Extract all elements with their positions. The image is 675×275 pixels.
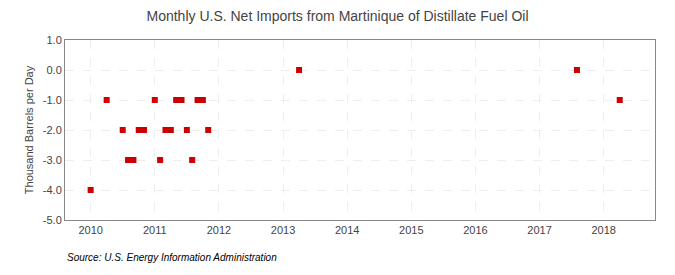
svg-text:2010: 2010	[78, 224, 102, 236]
svg-text:2014: 2014	[335, 224, 359, 236]
svg-text:2016: 2016	[463, 224, 487, 236]
svg-text:Source: U.S. Energy Informatio: Source: U.S. Energy Information Administ…	[67, 252, 277, 263]
svg-text:1.0: 1.0	[47, 34, 62, 46]
svg-text:-2.0: -2.0	[43, 124, 62, 136]
svg-text:2018: 2018	[591, 224, 615, 236]
svg-text:-3.0: -3.0	[43, 154, 62, 166]
svg-text:0.0: 0.0	[47, 64, 62, 76]
svg-text:Monthly U.S. Net Imports from: Monthly U.S. Net Imports from Martinique…	[146, 8, 528, 24]
svg-text:-5.0: -5.0	[43, 214, 62, 226]
svg-text:Thousand Barrels per Day: Thousand Barrels per Day	[23, 65, 35, 194]
svg-text:-4.0: -4.0	[43, 184, 62, 196]
svg-text:2011: 2011	[143, 224, 167, 236]
svg-text:2017: 2017	[527, 224, 551, 236]
svg-text:2015: 2015	[399, 224, 423, 236]
svg-text:2013: 2013	[271, 224, 295, 236]
svg-text:-1.0: -1.0	[43, 94, 62, 106]
svg-text:2012: 2012	[207, 224, 231, 236]
